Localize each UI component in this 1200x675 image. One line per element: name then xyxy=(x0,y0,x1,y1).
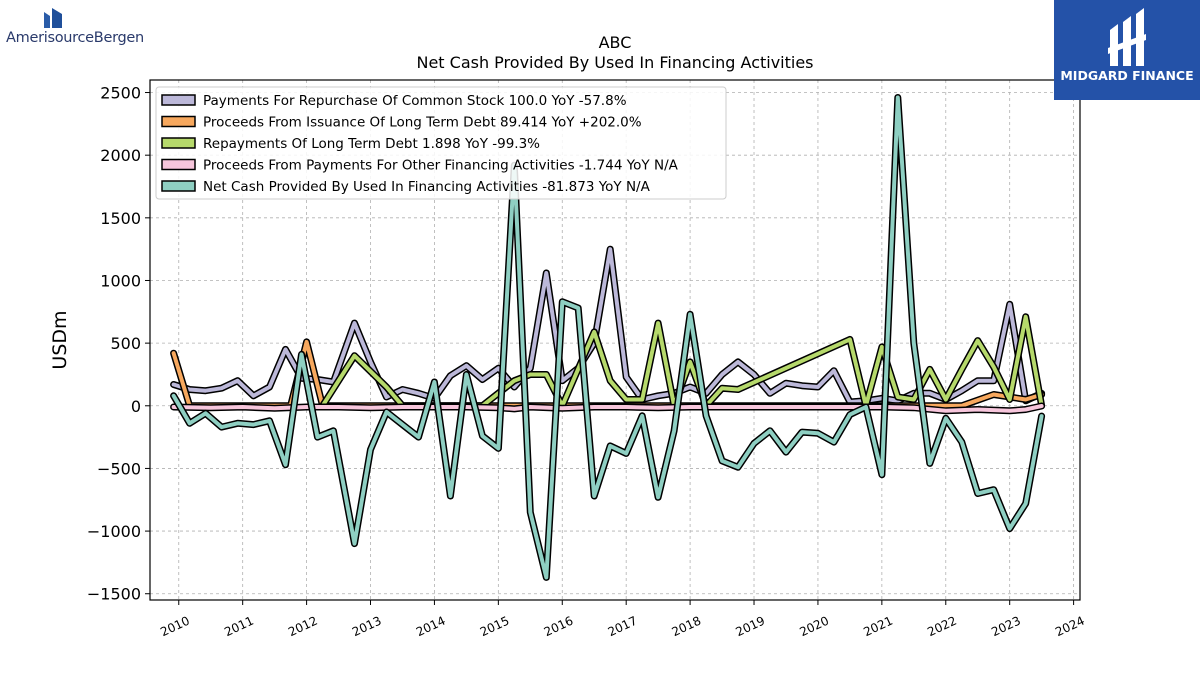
x-tick-label: 2021 xyxy=(861,614,895,640)
x-tick-label: 2019 xyxy=(734,614,768,640)
x-tick-label: 2011 xyxy=(222,614,256,640)
y-tick-label: 2500 xyxy=(100,84,141,103)
x-tick-label: 2016 xyxy=(542,614,576,640)
y-tick-label: −1500 xyxy=(87,585,141,604)
midgard-finance-logo: MIDGARD FINANCE xyxy=(1054,0,1200,100)
y-tick-label: 1000 xyxy=(100,271,141,290)
y-tick-label: 1500 xyxy=(100,209,141,228)
x-tick-label: 2013 xyxy=(350,614,384,640)
chart-subtitle: Net Cash Provided By Used In Financing A… xyxy=(416,53,813,72)
y-tick-label: −1000 xyxy=(87,522,141,541)
amerisourcebergen-logo-text: AmerisourceBergen xyxy=(6,30,144,46)
midgard-finance-logo-icon xyxy=(1108,8,1146,66)
legend-label: Payments For Repurchase Of Common Stock … xyxy=(203,93,627,109)
legend-box xyxy=(155,86,727,200)
legend-swatch xyxy=(161,180,196,192)
legend-swatch xyxy=(161,115,196,128)
x-tick-label: 2010 xyxy=(158,614,192,640)
x-tick-label: 2014 xyxy=(414,614,448,640)
y-tick-label: 0 xyxy=(131,397,141,416)
legend: Payments For Repurchase Of Common Stock … xyxy=(155,86,727,200)
y-axis-label: USDm xyxy=(49,310,71,369)
legend-swatch xyxy=(161,158,196,171)
series-lines xyxy=(170,94,1046,581)
y-tick-label: −500 xyxy=(97,459,141,478)
amerisourcebergen-logo: AmerisourceBergen xyxy=(6,6,166,50)
legend-label: Repayments Of Long Term Debt 1.898 YoY -… xyxy=(203,136,540,152)
series-line xyxy=(171,95,1044,580)
chart-title: ABC xyxy=(599,33,632,52)
legend-label: Proceeds From Payments For Other Financi… xyxy=(203,158,679,174)
legend-label: Net Cash Provided By Used In Financing A… xyxy=(203,179,651,195)
series-4 xyxy=(170,402,1046,415)
plot-frame xyxy=(149,79,1081,601)
x-tick-label: 2012 xyxy=(286,614,320,640)
x-tick-label: 2015 xyxy=(478,614,512,640)
x-tick-label: 2018 xyxy=(670,614,704,640)
legend-swatch xyxy=(161,137,196,149)
y-tick-label: 500 xyxy=(110,334,141,353)
series-5 xyxy=(170,94,1046,581)
x-tick-label: 2017 xyxy=(606,614,640,640)
legend-swatch xyxy=(161,94,196,106)
amerisourcebergen-logo-icon xyxy=(44,8,62,28)
x-tick-label: 2024 xyxy=(1053,614,1087,640)
x-tick-label: 2020 xyxy=(797,614,831,640)
legend-label: Proceeds From Issuance Of Long Term Debt… xyxy=(203,115,642,131)
y-tick-label: 2000 xyxy=(100,146,141,165)
x-tick-label: 2022 xyxy=(925,614,959,640)
x-tick-label: 2023 xyxy=(989,614,1023,640)
midgard-finance-logo-text: MIDGARD FINANCE xyxy=(1060,68,1194,83)
